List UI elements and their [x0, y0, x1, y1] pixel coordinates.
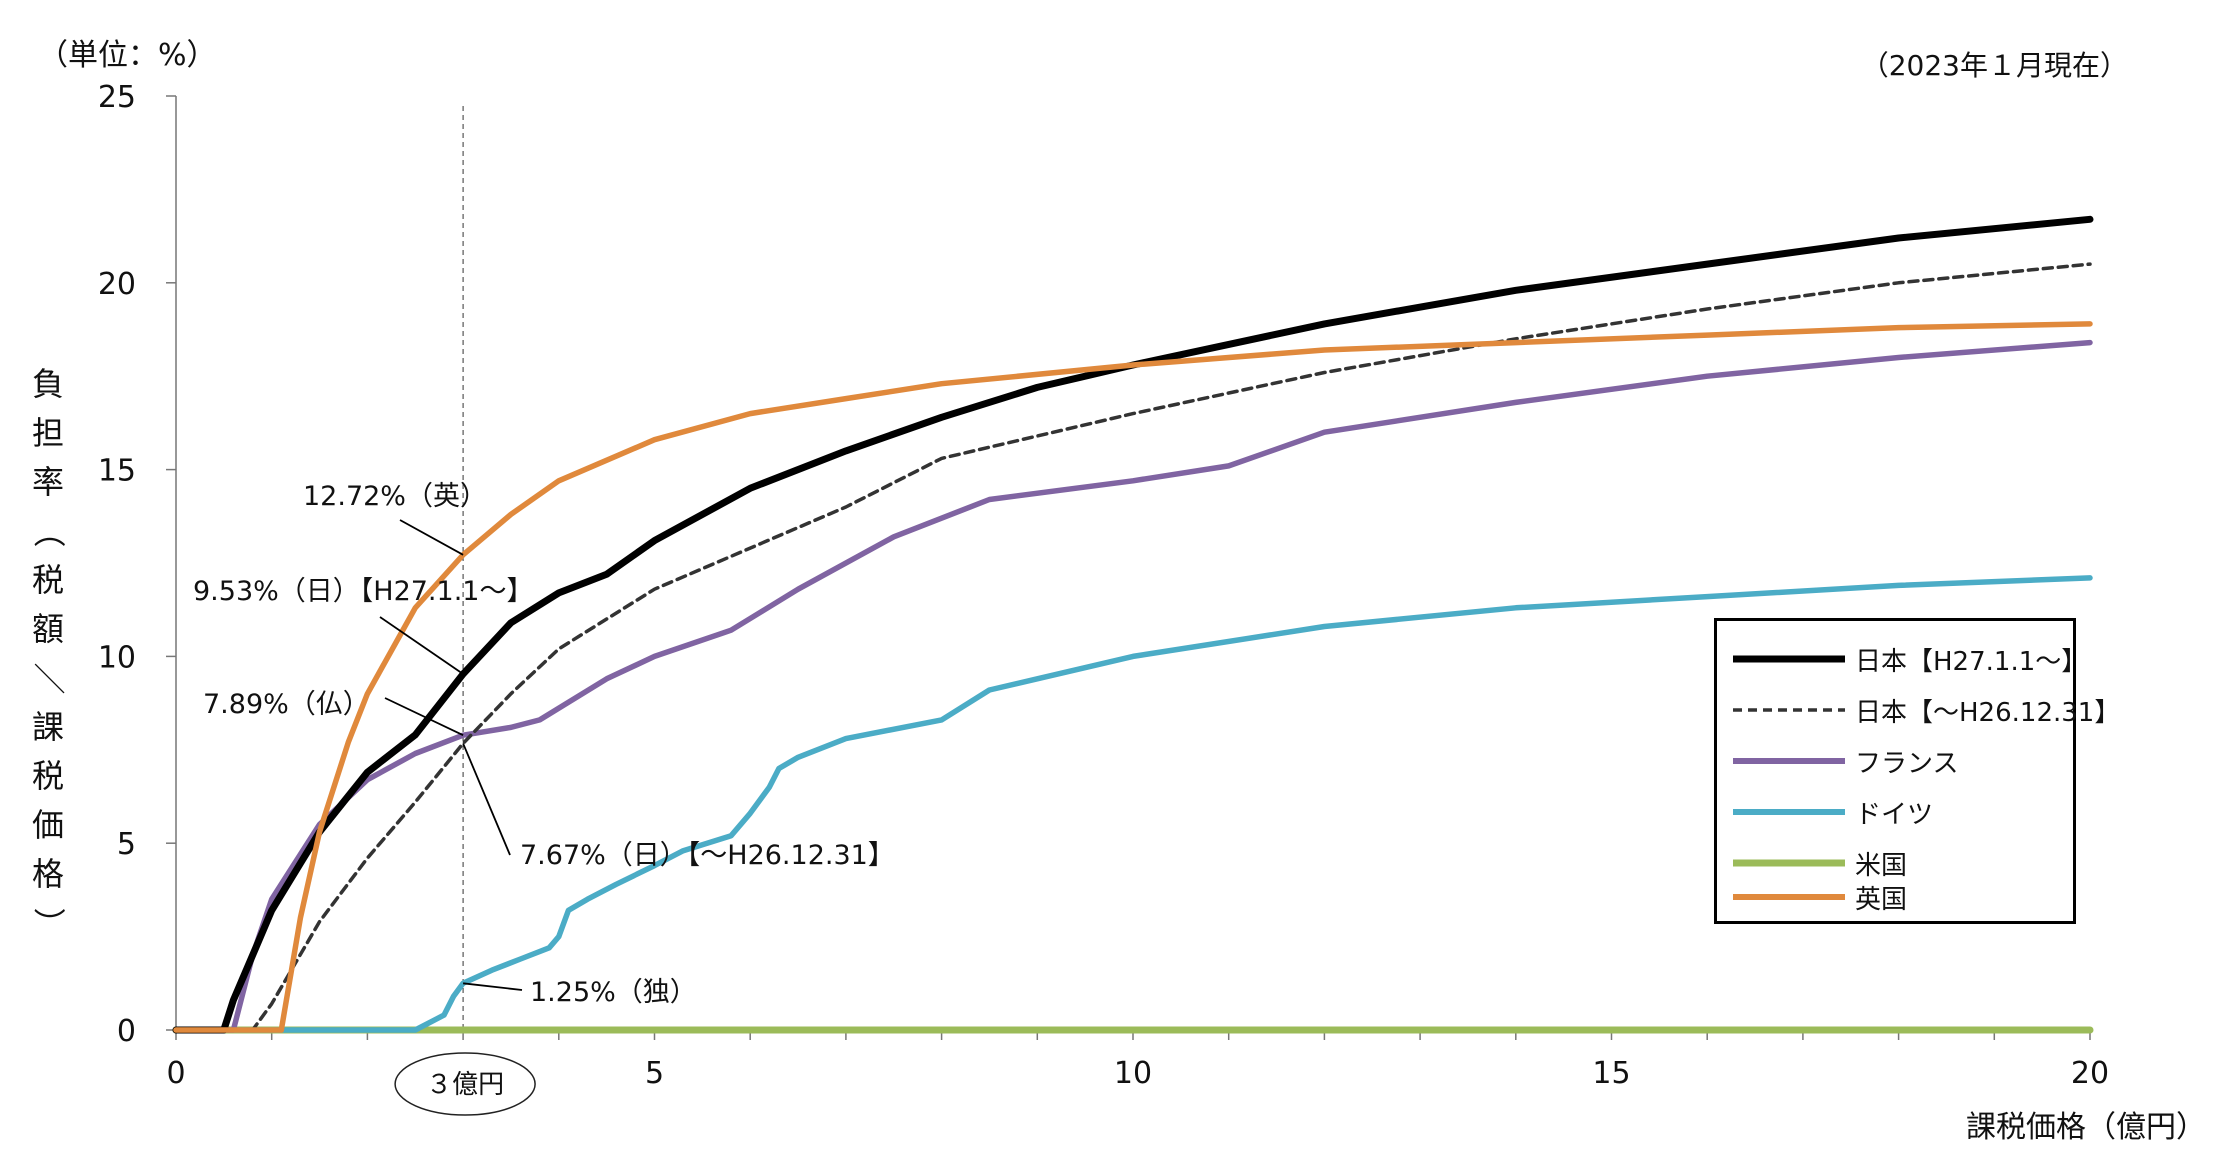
annotation-leader — [462, 982, 523, 991]
legend-item-uk: 英国 — [1717, 877, 1907, 917]
annotation-label: 1.25%（独） — [530, 977, 697, 1008]
legend-item-usa: 米国 — [1717, 843, 1907, 883]
series-layer — [172, 215, 2094, 1034]
y-tick-label: 25 — [98, 80, 136, 115]
annotations: 12.72%（英） 9.53%（日）【H27.1.1～】 7.89%（仏） 7.67%… — [193, 481, 895, 1008]
series-line-germany — [173, 575, 2093, 1033]
legend-swatch — [1733, 859, 1845, 867]
legend-label: 英国 — [1855, 884, 1908, 915]
legend-swatch — [1733, 809, 1845, 815]
legend-label: フランス — [1855, 748, 1959, 779]
series-line-france — [173, 339, 2093, 1033]
annotation-leader — [384, 697, 464, 737]
y-axis-label-char: 税 — [31, 561, 64, 599]
legend-label: 日本【～H26.12.31】 — [1855, 697, 2121, 728]
annotation-label: 9.53%（日）【H27.1.1～】 — [193, 576, 533, 607]
legend-item-france: フランス — [1717, 741, 1958, 781]
legend-swatch — [1733, 758, 1845, 764]
y-axis-label-char: 担 — [31, 414, 64, 452]
reference-marker-ellipse — [394, 1052, 536, 1116]
legend-swatch — [1733, 708, 1845, 712]
legend-item-germany: ドイツ — [1717, 792, 1933, 832]
legend-label: 米国 — [1855, 850, 1908, 881]
unit-label: （単位：%） — [38, 38, 217, 73]
reference-marker-label: ３億円 — [426, 1070, 504, 1100]
y-tick-label: 10 — [98, 640, 136, 675]
legend-item-japan-old: 日本【～H26.12.31】 — [1717, 690, 2120, 730]
y-axis-label-char: 価 — [31, 806, 64, 844]
y-axis-label: 負 担 率 （ 税 額 ／ 課 税 価 格 ） — [28, 360, 68, 948]
y-tick-label: 20 — [98, 267, 136, 302]
annotation-label: 7.67%（日）【～H26.12.31】 — [520, 840, 895, 871]
annotation-label: 12.72%（英） — [303, 481, 487, 512]
annotation-leader — [399, 519, 464, 556]
y-axis-label-char: 課 — [31, 708, 64, 746]
x-tick-label: 15 — [1592, 1056, 1630, 1091]
series-line-japan-new — [172, 215, 2094, 1034]
y-axis-label-char: 格 — [31, 855, 64, 893]
legend-swatch — [1733, 655, 1845, 663]
x-axis-label: 課税価格（億円） — [1966, 1110, 2206, 1145]
y-axis-label-char: 額 — [31, 610, 64, 648]
annotation-label: 7.89%（仏） — [203, 689, 370, 720]
y-axis-label-char: 税 — [31, 757, 64, 795]
legend-swatch — [1733, 894, 1845, 900]
as-of-date: （2023年１月現在） — [1860, 49, 2128, 82]
x-tick-label: 20 — [2071, 1056, 2109, 1091]
legend-item-japan-new: 日本【H27.1.1～】 — [1717, 639, 2087, 679]
legend: 日本【H27.1.1～】 日本【～H26.12.31】 フランス ドイツ 米国 … — [1714, 618, 2120, 924]
legend-label: ドイツ — [1855, 799, 1934, 830]
series-line-uk — [173, 321, 2093, 1033]
x-tick-label: 0 — [166, 1056, 185, 1091]
annotation-leader — [462, 743, 511, 856]
y-axis-label-char: 率 — [31, 463, 64, 501]
x-tick-label: 10 — [1114, 1056, 1152, 1091]
y-tick-label: 15 — [98, 454, 136, 489]
annotation-leader — [379, 616, 464, 675]
y-tick-label: 0 — [117, 1014, 136, 1049]
y-tick-label: 5 — [117, 827, 136, 862]
y-axis-label-char: 負 — [31, 365, 64, 403]
x-tick-label: 5 — [645, 1056, 664, 1091]
legend-label: 日本【H27.1.1～】 — [1855, 646, 2088, 677]
